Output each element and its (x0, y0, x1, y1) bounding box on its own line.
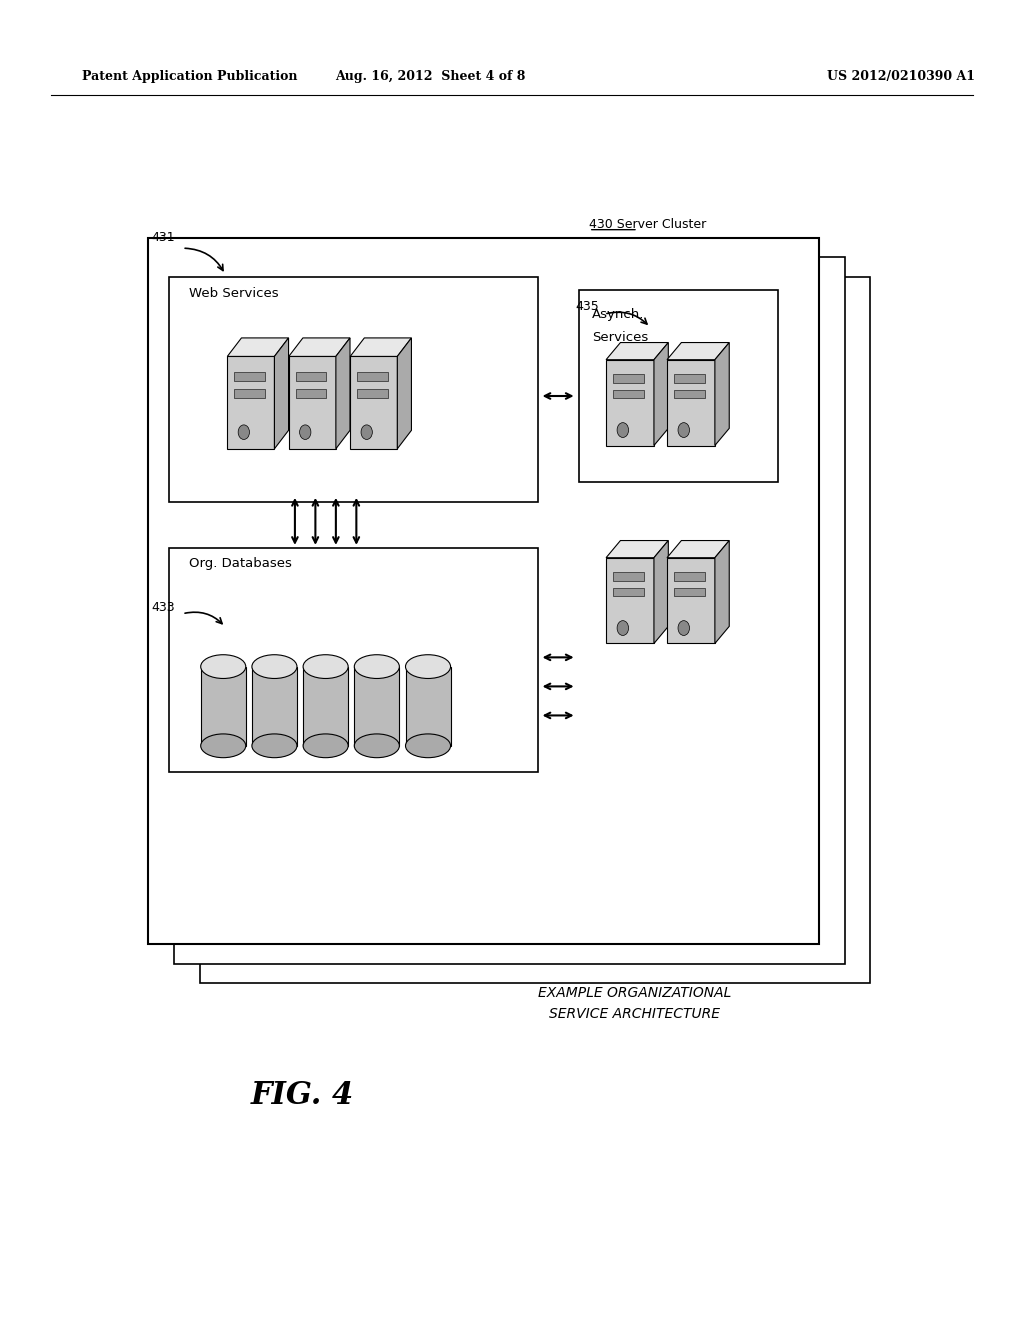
Polygon shape (350, 338, 412, 356)
Text: FIG. 4: FIG. 4 (251, 1080, 353, 1111)
Circle shape (678, 620, 689, 635)
Bar (406, 667, 451, 746)
FancyBboxPatch shape (200, 277, 870, 983)
Circle shape (361, 425, 373, 440)
Polygon shape (654, 541, 669, 643)
Polygon shape (667, 541, 729, 557)
Bar (357, 372, 388, 381)
Polygon shape (350, 356, 397, 449)
Bar (613, 587, 644, 597)
Polygon shape (336, 338, 350, 449)
Ellipse shape (406, 734, 451, 758)
Bar (674, 573, 706, 581)
Circle shape (617, 620, 629, 635)
Text: Aug. 16, 2012  Sheet 4 of 8: Aug. 16, 2012 Sheet 4 of 8 (335, 70, 525, 83)
Bar (303, 667, 348, 746)
Bar (252, 667, 297, 746)
Text: 433: 433 (152, 601, 175, 614)
Ellipse shape (303, 655, 348, 678)
Bar (674, 587, 706, 597)
Polygon shape (227, 338, 289, 356)
FancyBboxPatch shape (579, 290, 778, 482)
Text: Asynch.: Asynch. (592, 308, 644, 321)
Bar (613, 375, 644, 383)
Polygon shape (654, 343, 669, 446)
Ellipse shape (303, 734, 348, 758)
Text: Patent Application Publication: Patent Application Publication (82, 70, 297, 83)
Bar (357, 389, 388, 399)
Bar (354, 667, 399, 746)
Polygon shape (715, 541, 729, 643)
Circle shape (678, 422, 689, 437)
Text: US 2012/0210390 A1: US 2012/0210390 A1 (827, 70, 975, 83)
Polygon shape (667, 360, 715, 446)
Text: Web Services: Web Services (189, 286, 280, 300)
Circle shape (239, 425, 250, 440)
Bar (296, 389, 327, 399)
Bar (234, 389, 265, 399)
Text: SERVICE ARCHITECTURE: SERVICE ARCHITECTURE (550, 1007, 720, 1020)
Polygon shape (606, 541, 669, 557)
Ellipse shape (201, 734, 246, 758)
Bar (674, 389, 706, 399)
Ellipse shape (406, 655, 451, 678)
Ellipse shape (354, 655, 399, 678)
Polygon shape (289, 356, 336, 449)
Text: 430 Server Cluster: 430 Server Cluster (589, 218, 707, 231)
FancyBboxPatch shape (169, 548, 538, 772)
Bar (674, 375, 706, 383)
Bar (234, 372, 265, 381)
Ellipse shape (354, 734, 399, 758)
Polygon shape (667, 343, 729, 360)
Polygon shape (715, 343, 729, 446)
Polygon shape (397, 338, 412, 449)
Ellipse shape (201, 655, 246, 678)
Polygon shape (606, 557, 654, 643)
Polygon shape (289, 338, 350, 356)
Polygon shape (606, 360, 654, 446)
Circle shape (300, 425, 311, 440)
Ellipse shape (252, 734, 297, 758)
Polygon shape (606, 343, 669, 360)
Text: Org. Databases: Org. Databases (189, 557, 292, 570)
FancyBboxPatch shape (169, 277, 538, 502)
Polygon shape (227, 356, 274, 449)
FancyBboxPatch shape (148, 238, 819, 944)
Bar (296, 372, 327, 381)
Text: Services: Services (592, 331, 648, 345)
Polygon shape (274, 338, 289, 449)
Circle shape (617, 422, 629, 437)
Bar (201, 667, 246, 746)
Bar (613, 573, 644, 581)
Bar (613, 389, 644, 399)
Polygon shape (667, 557, 715, 643)
FancyBboxPatch shape (174, 257, 845, 964)
Text: EXAMPLE ORGANIZATIONAL: EXAMPLE ORGANIZATIONAL (539, 986, 731, 999)
Ellipse shape (252, 655, 297, 678)
Text: 431: 431 (152, 231, 175, 244)
Text: 435: 435 (575, 300, 599, 313)
